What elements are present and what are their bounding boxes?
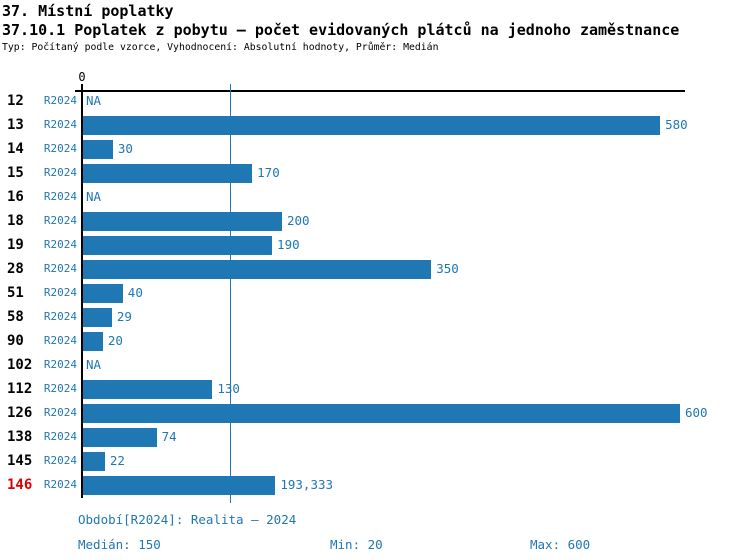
chart-row: 19 R2024 190	[0, 233, 750, 257]
footer-period: Období[R2024]: Realita – 2024	[78, 512, 297, 527]
footer-median: Medián: 150	[78, 537, 161, 552]
bar	[83, 235, 273, 255]
bar-value-label: 600	[685, 405, 708, 420]
chart-row: 58 R2024 29	[0, 305, 750, 329]
footer-max: Max: 600	[530, 537, 591, 552]
chart-row: 14 R2024 30	[0, 137, 750, 161]
chart-row: 16 R2024 NA	[0, 185, 750, 209]
bar	[83, 379, 213, 399]
row-id-label: 102	[7, 357, 33, 373]
series-label: R2024	[43, 358, 77, 371]
series-label: R2024	[43, 190, 77, 203]
na-label: NA	[86, 189, 102, 204]
bar-value-label: 193,333	[280, 477, 334, 492]
bar-chart: 0 12 R2024 NA 13 R2024 580 14 R2024 30 15 R2024 170…	[0, 70, 750, 509]
series-label: R2024	[43, 454, 77, 467]
row-id-label: 51	[7, 285, 24, 301]
bar-value-label: 22	[109, 453, 125, 468]
series-label: R2024	[43, 430, 77, 443]
bar	[83, 139, 113, 159]
bar	[83, 259, 432, 279]
row-id-label: 138	[7, 429, 33, 445]
bar-value-label: 130	[217, 381, 240, 396]
row-id-label: 28	[7, 261, 24, 277]
row-id-label: 18	[7, 213, 24, 229]
series-label: R2024	[43, 238, 77, 251]
row-id-label: 13	[7, 117, 24, 133]
chart-row: 126 R2024 600	[0, 401, 750, 425]
bar	[83, 307, 112, 327]
bar	[83, 283, 123, 303]
bar	[83, 163, 253, 183]
row-id-label: 112	[7, 381, 33, 397]
series-label: R2024	[43, 334, 77, 347]
chart-row: 146 R2024 193,333	[0, 473, 750, 497]
row-id-label: 126	[7, 405, 33, 421]
series-label: R2024	[43, 166, 77, 179]
chart-row: 102 R2024 NA	[0, 353, 750, 377]
bar-value-label: 29	[116, 309, 132, 324]
x-axis-zero-tick	[81, 84, 83, 91]
series-label: R2024	[43, 478, 77, 491]
chart-rows: 12 R2024 NA 13 R2024 580 14 R2024 30 15 R2024 170 16…	[0, 89, 750, 497]
chart-row: 13 R2024 580	[0, 113, 750, 137]
chart-row: 90 R2024 20	[0, 329, 750, 353]
chart-row: 51 R2024 40	[0, 281, 750, 305]
series-label: R2024	[43, 118, 77, 131]
chart-row: 145 R2024 22	[0, 449, 750, 473]
row-id-label: 90	[7, 333, 24, 349]
row-id-label: 15	[7, 165, 24, 181]
bar	[83, 475, 276, 495]
bar	[83, 115, 661, 135]
chart-row: 18 R2024 200	[0, 209, 750, 233]
chart-meta: Typ: Počítaný podle vzorce, Vyhodnocení:…	[2, 42, 439, 53]
chart-row: 15 R2024 170	[0, 161, 750, 185]
bar-value-label: 190	[277, 237, 300, 252]
bar	[83, 451, 105, 471]
y-axis-line	[81, 90, 83, 498]
na-label: NA	[86, 357, 102, 372]
chart-row: 138 R2024 74	[0, 425, 750, 449]
bar	[83, 403, 680, 423]
page-title: 37. Místní poplatky	[2, 2, 174, 20]
bar	[83, 427, 157, 447]
chart-row: 112 R2024 130	[0, 377, 750, 401]
row-id-label: 146	[7, 477, 33, 493]
footer-min: Min: 20	[330, 537, 383, 552]
row-id-label: 145	[7, 453, 33, 469]
series-label: R2024	[43, 214, 77, 227]
na-label: NA	[86, 93, 102, 108]
bar-value-label: 350	[436, 261, 459, 276]
bar-value-label: 200	[287, 213, 310, 228]
series-label: R2024	[43, 142, 77, 155]
series-label: R2024	[43, 286, 77, 299]
bar-value-label: 40	[127, 285, 143, 300]
series-label: R2024	[43, 406, 77, 419]
row-id-label: 12	[7, 93, 24, 109]
row-id-label: 19	[7, 237, 24, 253]
row-id-label: 14	[7, 141, 24, 157]
bar	[83, 331, 103, 351]
page-subtitle: 37.10.1 Poplatek z pobytu – počet evidov…	[2, 21, 680, 39]
bar-value-label: 580	[665, 117, 688, 132]
median-line	[230, 84, 232, 503]
bar-value-label: 74	[161, 429, 177, 444]
chart-row: 12 R2024 NA	[0, 89, 750, 113]
chart-row: 28 R2024 350	[0, 257, 750, 281]
x-axis-line	[75, 90, 685, 92]
bar-value-label: 20	[107, 333, 123, 348]
bar-value-label: 30	[117, 141, 133, 156]
series-label: R2024	[43, 94, 77, 107]
series-label: R2024	[43, 262, 77, 275]
row-id-label: 16	[7, 189, 24, 205]
x-axis-zero-label: 0	[78, 70, 86, 84]
series-label: R2024	[43, 382, 77, 395]
bar-value-label: 170	[257, 165, 280, 180]
bar	[83, 211, 282, 231]
row-id-label: 58	[7, 309, 24, 325]
series-label: R2024	[43, 310, 77, 323]
